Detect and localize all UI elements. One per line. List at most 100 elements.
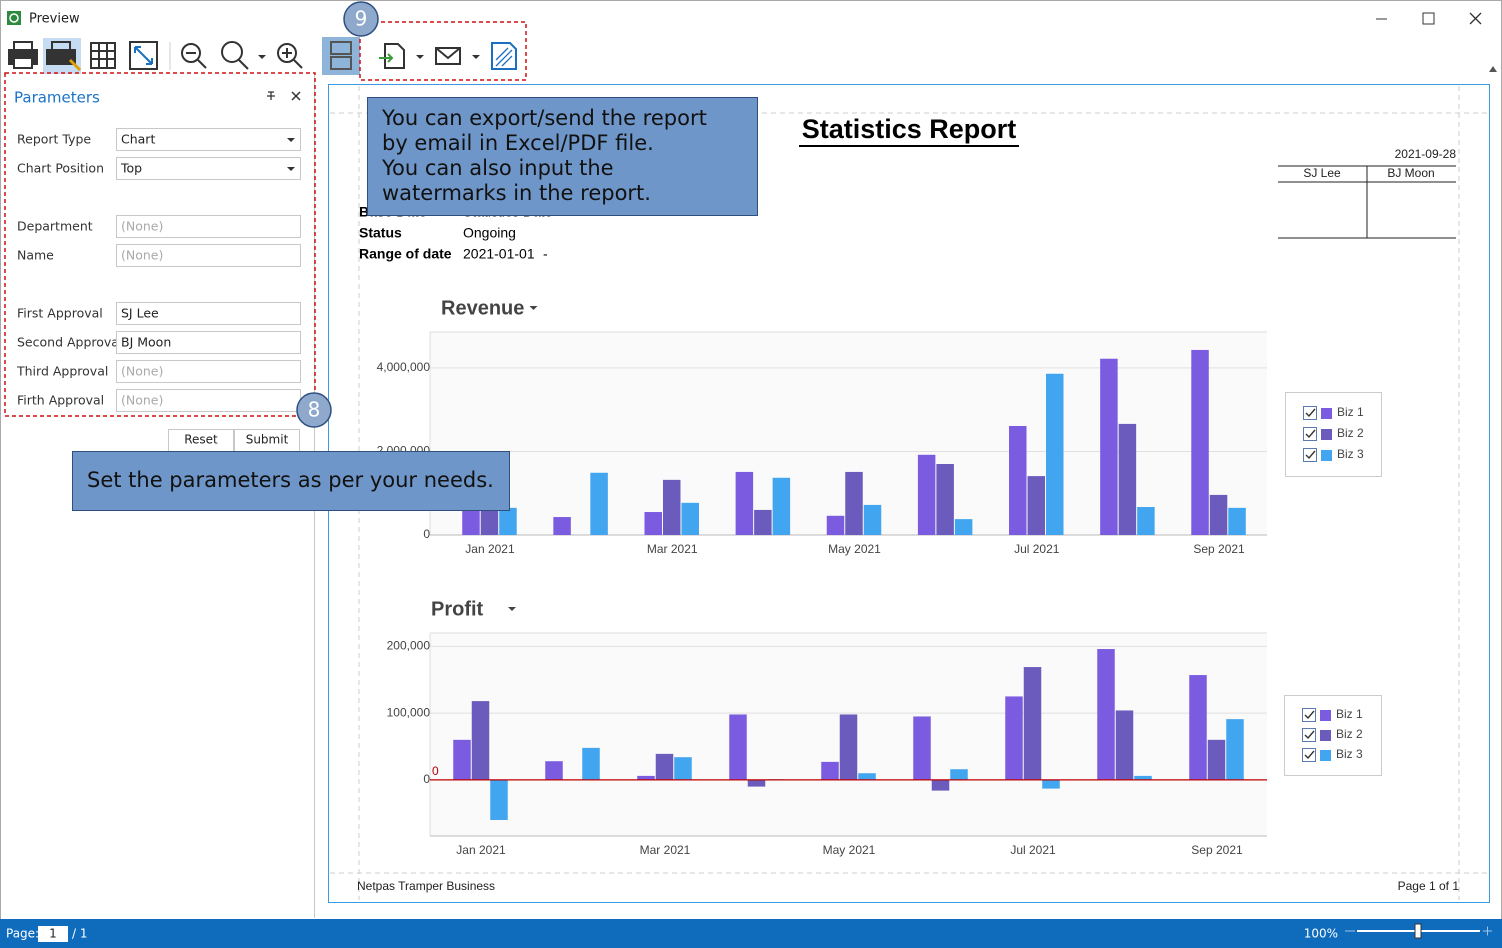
multi-page-button[interactable] xyxy=(330,41,352,70)
watermark-button[interactable] xyxy=(491,42,517,70)
field-input[interactable] xyxy=(116,331,301,354)
bar xyxy=(754,509,772,535)
field-placeholder[interactable]: (None) xyxy=(121,219,163,234)
bar xyxy=(747,779,766,787)
field-placeholder[interactable]: (None) xyxy=(121,248,163,263)
bar xyxy=(1189,675,1207,780)
bar xyxy=(826,515,845,535)
email-button[interactable] xyxy=(435,47,480,65)
info-value: 2021-01-01 xyxy=(463,246,535,262)
field-label: Report Type xyxy=(17,132,91,147)
legend-checkbox[interactable] xyxy=(1302,728,1316,742)
bar xyxy=(1115,710,1134,780)
field-input[interactable] xyxy=(116,244,301,267)
report-date: 2021-09-28 xyxy=(1395,147,1457,161)
bar xyxy=(1046,373,1064,535)
dropdown-arrow[interactable] xyxy=(287,138,295,142)
bar xyxy=(839,714,858,780)
pin-button[interactable] xyxy=(267,91,275,100)
legend-check[interactable] xyxy=(1304,730,1315,740)
zoom-button[interactable] xyxy=(221,41,266,70)
info-value: Ongoing xyxy=(463,225,516,241)
legend-check[interactable] xyxy=(1305,408,1316,418)
field-placeholder[interactable]: (None) xyxy=(121,364,163,379)
legend-swatch xyxy=(1320,730,1331,741)
legend-check[interactable] xyxy=(1304,750,1315,760)
y-tick-label: 100,000 xyxy=(387,705,431,719)
legend-label: Biz 1 xyxy=(1336,707,1363,721)
field-placeholder[interactable]: (None) xyxy=(121,393,163,408)
zoom-in-button[interactable] xyxy=(277,43,303,69)
field-label: Firth Approval xyxy=(17,393,104,408)
maximize-button[interactable] xyxy=(1422,12,1435,25)
y-tick-label: 0 xyxy=(423,527,430,541)
callout-box xyxy=(367,97,758,216)
x-tick-label: Sep 2021 xyxy=(1191,843,1243,857)
field-input[interactable] xyxy=(116,215,301,238)
legend-checkbox[interactable] xyxy=(1302,708,1316,722)
panel-close-button[interactable] xyxy=(291,91,301,101)
field-input[interactable] xyxy=(116,360,301,383)
bar xyxy=(950,769,968,780)
zoom-thumb[interactable] xyxy=(1414,923,1422,939)
app-icon xyxy=(7,11,21,25)
x-tick-label: Jan 2021 xyxy=(456,843,506,857)
bar xyxy=(1228,507,1246,535)
legend-check[interactable] xyxy=(1305,429,1316,439)
x-tick-label: Jul 2021 xyxy=(1014,542,1060,556)
legend-check[interactable] xyxy=(1305,450,1316,460)
report-footer: Netpas Tramper Business xyxy=(357,879,495,893)
field-input[interactable] xyxy=(116,128,301,151)
legend-label: Biz 1 xyxy=(1337,405,1364,419)
zoom-in[interactable] xyxy=(1483,926,1492,936)
field-value[interactable]: Top xyxy=(120,161,142,176)
field-value[interactable]: BJ Moon xyxy=(121,335,171,350)
y-tick-label: 200,000 xyxy=(387,639,431,653)
bar xyxy=(1027,476,1046,535)
fit-button[interactable] xyxy=(129,41,158,70)
button-label[interactable]: Submit xyxy=(246,433,289,447)
legend xyxy=(1284,695,1382,776)
bar xyxy=(936,463,954,535)
app-icon-glyph xyxy=(9,13,19,23)
x-tick-label: May 2021 xyxy=(823,843,876,857)
step-badge xyxy=(296,392,332,428)
chart-menu[interactable] xyxy=(508,607,516,611)
panel-title: Parameters xyxy=(14,89,100,107)
field-value[interactable]: Chart xyxy=(121,132,155,147)
legend-checkbox[interactable] xyxy=(1303,448,1317,462)
bar xyxy=(1137,507,1155,535)
x-tick-label: Jan 2021 xyxy=(465,542,515,556)
legend-check[interactable] xyxy=(1304,710,1315,720)
scroll-arrow[interactable] xyxy=(1489,66,1497,72)
legend-swatch xyxy=(1320,710,1331,721)
approver-name: BJ Moon xyxy=(1387,166,1434,180)
legend-checkbox[interactable] xyxy=(1302,748,1316,762)
dropdown-arrow[interactable] xyxy=(287,167,295,171)
export-button[interactable] xyxy=(379,43,424,69)
legend-checkbox[interactable] xyxy=(1303,406,1317,420)
page-setup-button[interactable] xyxy=(90,42,116,69)
window-title: Preview xyxy=(29,12,80,27)
bar xyxy=(545,761,563,780)
page-input-value[interactable]: 1 xyxy=(49,927,57,941)
legend xyxy=(1285,392,1382,477)
field-input[interactable] xyxy=(116,302,301,325)
legend-swatch xyxy=(1321,408,1332,419)
zoom-out-button[interactable] xyxy=(181,43,207,69)
button-label[interactable]: Reset xyxy=(184,433,218,447)
step-badge xyxy=(343,1,379,37)
quick-print-button[interactable] xyxy=(46,41,82,72)
field-value[interactable]: SJ Lee xyxy=(121,306,159,321)
close-button[interactable] xyxy=(1469,12,1482,25)
page-input[interactable] xyxy=(38,926,68,942)
print-button[interactable] xyxy=(8,41,38,69)
legend-checkbox[interactable] xyxy=(1303,427,1317,441)
chart-menu[interactable] xyxy=(529,306,538,310)
bar xyxy=(1009,425,1027,535)
bar xyxy=(655,753,674,780)
step-number: 8 xyxy=(308,398,321,422)
legend-swatch xyxy=(1320,750,1331,761)
field-input[interactable] xyxy=(116,157,301,180)
legend-label: Biz 3 xyxy=(1337,447,1364,461)
